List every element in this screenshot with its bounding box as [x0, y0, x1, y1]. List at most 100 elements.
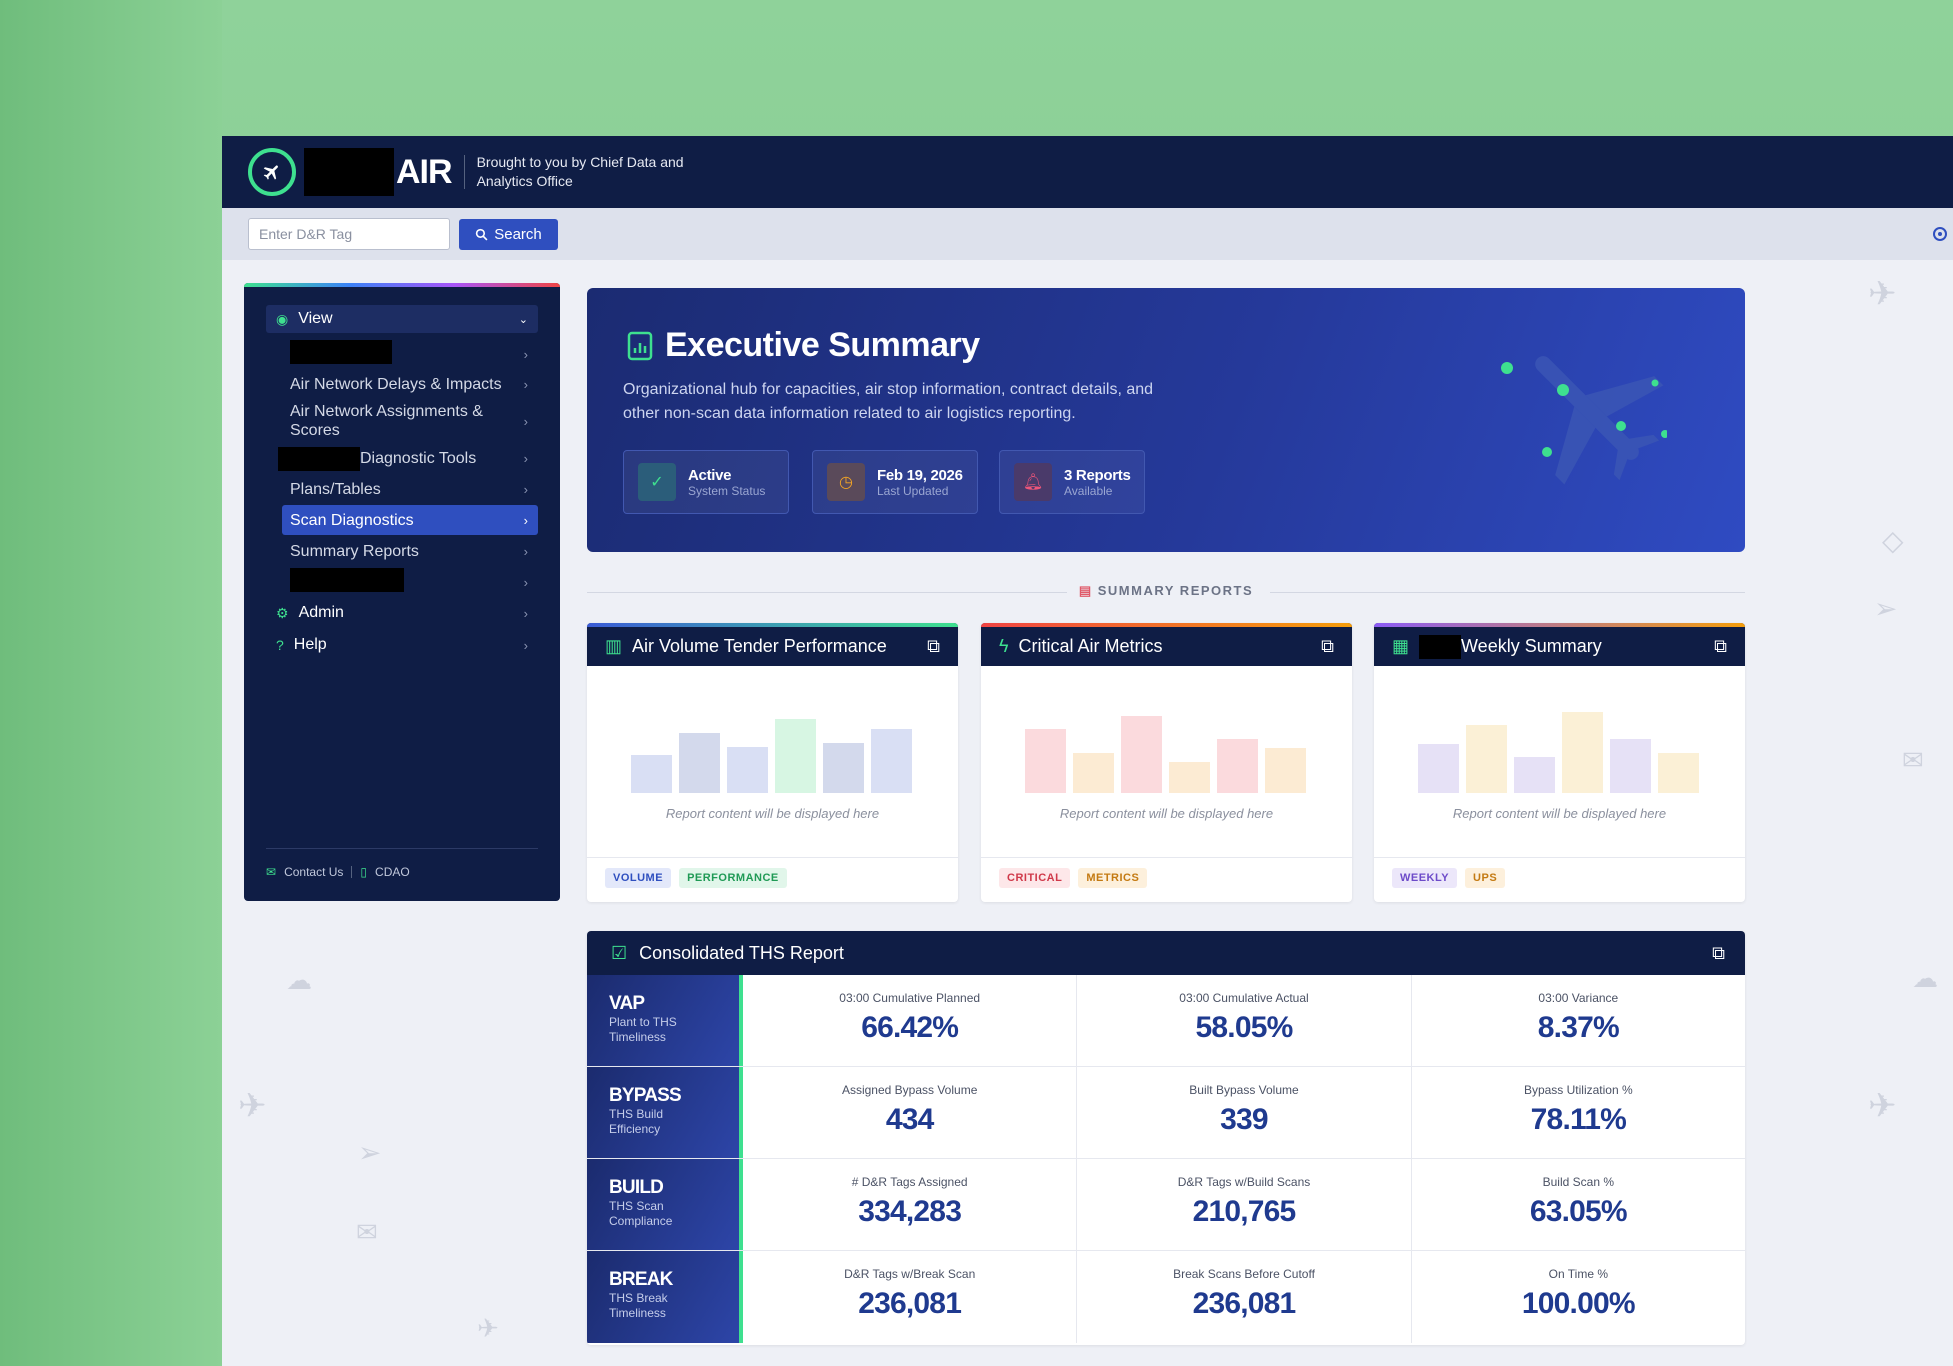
- external-link-icon[interactable]: ⧉: [927, 636, 940, 656]
- stat-sub: System Status: [688, 483, 766, 498]
- tag-metrics: METRICS: [1078, 868, 1148, 888]
- placeholder-bar: [727, 747, 768, 793]
- placeholder-bars: [1418, 712, 1699, 793]
- card-tags: VOLUME PERFORMANCE: [587, 858, 958, 898]
- metric-value: 236,081: [858, 1287, 962, 1320]
- summary-reports-heading: ▤ SUMMARY REPORTS: [587, 583, 1745, 599]
- ths-row-build: BUILD THS Scan Compliance # D&R Tags Ass…: [587, 1159, 1745, 1251]
- sidebar-item-scan-diagnostics[interactable]: Scan Diagnostics ›: [282, 505, 538, 535]
- sidebar-item-diagnostic-tools[interactable]: Diagnostic Tools ›: [278, 443, 538, 474]
- redacted-prefix: [1419, 634, 1462, 659]
- executive-summary-banner: Executive Summary Organizational hub for…: [587, 288, 1745, 552]
- sidebar-accent-stripe: [244, 283, 560, 287]
- cdao-link[interactable]: CDAO: [375, 865, 410, 879]
- metric-cell: Build Scan % 63.05%: [1412, 1159, 1745, 1250]
- status-badge-updated: ◷ Feb 19, 2026 Last Updated: [812, 450, 978, 514]
- chevron-right-icon: ›: [523, 637, 528, 653]
- sidebar-item-label: Plans/Tables: [290, 480, 381, 498]
- nav-view-toggle[interactable]: ◉ View ⌄: [266, 305, 538, 333]
- metric-label: Assigned Bypass Volume: [841, 1083, 978, 1097]
- report-card-critical-air[interactable]: ϟ Critical Air Metrics ⧉ Report content …: [981, 623, 1352, 902]
- external-link-icon[interactable]: ⧉: [1714, 636, 1727, 656]
- header-divider: [463, 155, 465, 189]
- nav-admin[interactable]: ⚙ Admin ›: [266, 597, 538, 629]
- ths-row-desc: THS Scan Compliance: [609, 1199, 673, 1228]
- card-tags: CRITICAL METRICS: [981, 858, 1352, 898]
- sidebar-item-summary-reports[interactable]: Summary Reports ›: [282, 535, 538, 567]
- card-placeholder-text: Report content will be displayed here: [1059, 806, 1274, 821]
- contact-us-link[interactable]: Contact Us: [284, 865, 344, 879]
- ths-row-desc: THS Break Timeliness: [609, 1291, 668, 1320]
- stat-sub: Last Updated: [877, 483, 949, 498]
- redacted-label: [290, 567, 404, 592]
- nav-help[interactable]: ? Help ›: [266, 629, 538, 661]
- sidebar-item-redacted-2[interactable]: ›: [282, 567, 538, 597]
- placeholder-bar: [1466, 725, 1507, 793]
- help-icon: ?: [276, 637, 284, 653]
- placeholder-bar: [1610, 739, 1651, 793]
- metric-value: 434: [885, 1103, 934, 1136]
- placeholder-bar: [1265, 748, 1306, 793]
- chevron-down-icon: ⌄: [518, 313, 528, 326]
- external-link-icon[interactable]: ⧉: [1321, 636, 1334, 656]
- lightning-icon: ϟ: [999, 636, 1009, 656]
- page-description: Organizational hub for capacities, air s…: [623, 381, 1154, 422]
- ths-row-name: BREAK: [609, 1269, 673, 1290]
- page-title-text: Executive Summary: [665, 326, 980, 364]
- eye-icon: ◉: [276, 310, 289, 327]
- section-divider-right: [1270, 592, 1745, 593]
- document-icon: ▤: [1078, 583, 1093, 598]
- placeholder-bar: [1418, 744, 1459, 793]
- sidebar-item-label: Air Network Assignments & Scores: [290, 403, 483, 439]
- check-icon: ✓: [638, 463, 676, 501]
- metric-cell: 03:00 Variance 8.37%: [1412, 975, 1745, 1066]
- search-button[interactable]: Search: [459, 218, 558, 250]
- mail-bg-icon-2: ✉: [356, 1218, 378, 1248]
- sidebar-item-air-network-delays[interactable]: Air Network Delays & Impacts ›: [282, 369, 538, 399]
- metric-cell: Bypass Utilization % 78.11%: [1412, 1067, 1745, 1158]
- report-card-weekly-summary[interactable]: ▦ Weekly Summary ⧉ Report content will b…: [1374, 623, 1745, 902]
- settings-toggle-icon[interactable]: [1933, 227, 1947, 241]
- sidebar-item-plans-tables[interactable]: Plans/Tables ›: [282, 474, 538, 504]
- paper-plane-bg-icon: ➢: [1874, 592, 1898, 625]
- sidebar-item-air-network-assignments[interactable]: Air Network Assignments & Scores ›: [282, 399, 538, 443]
- placeholder-bar: [823, 743, 864, 793]
- metric-cell: Assigned Bypass Volume 434: [743, 1067, 1078, 1158]
- chevron-right-icon: ›: [523, 605, 528, 621]
- airplane-bg-icon-4: ✈: [477, 1314, 499, 1344]
- ths-row-desc: THS Build Efficiency: [609, 1107, 664, 1136]
- airplane-bg-icon: ✈: [1868, 274, 1897, 314]
- mail-bg-icon: ✉: [1902, 746, 1924, 776]
- stat-sub: Available: [1064, 483, 1113, 498]
- placeholder-bar: [631, 755, 672, 793]
- sidebar-item-redacted-1[interactable]: ›: [282, 339, 538, 369]
- dr-tag-search-input[interactable]: [248, 218, 450, 250]
- ths-title: Consolidated THS Report: [639, 942, 844, 963]
- ths-row-name: BUILD: [609, 1177, 664, 1198]
- sidebar-item-label: Scan Diagnostics: [290, 511, 414, 529]
- external-link-icon[interactable]: ⧉: [1712, 942, 1725, 963]
- bell-icon: 🔔︎: [1014, 463, 1052, 501]
- ths-row-name: VAP: [609, 993, 645, 1014]
- report-card-air-volume[interactable]: ▥ Air Volume Tender Performance ⧉ Report…: [587, 623, 958, 902]
- redacted-label: [290, 339, 392, 364]
- airplane-bg-icon-3: ✈: [238, 1086, 267, 1126]
- card-body: Report content will be displayed here: [981, 666, 1352, 858]
- metric-label: On Time %: [1548, 1267, 1608, 1281]
- metric-cell: D&R Tags w/Build Scans 210,765: [1077, 1159, 1412, 1250]
- cloud-bg-icon: ☁: [1912, 964, 1938, 994]
- chevron-right-icon: ›: [523, 413, 528, 429]
- redacted-prefix: [278, 446, 360, 471]
- cloud-bg-icon-2: ☁: [286, 966, 312, 996]
- metric-label: Break Scans Before Cutoff: [1173, 1267, 1315, 1281]
- ths-row-desc: Plant to THS Timeliness: [609, 1015, 677, 1044]
- report-chart-icon: [627, 331, 653, 360]
- section-divider-left: [587, 592, 1067, 593]
- placeholder-bar: [679, 733, 720, 793]
- chevron-right-icon: ›: [523, 512, 528, 528]
- ths-row-vap: VAP Plant to THS Timeliness 03:00 Cumula…: [587, 975, 1745, 1067]
- app-window: AIR Brought to you by Chief Data and Ana…: [222, 136, 1953, 1366]
- card-placeholder-text: Report content will be displayed here: [1452, 806, 1667, 821]
- stat-main: 3 Reports: [1064, 466, 1131, 484]
- ths-row-name: BYPASS: [609, 1085, 682, 1106]
